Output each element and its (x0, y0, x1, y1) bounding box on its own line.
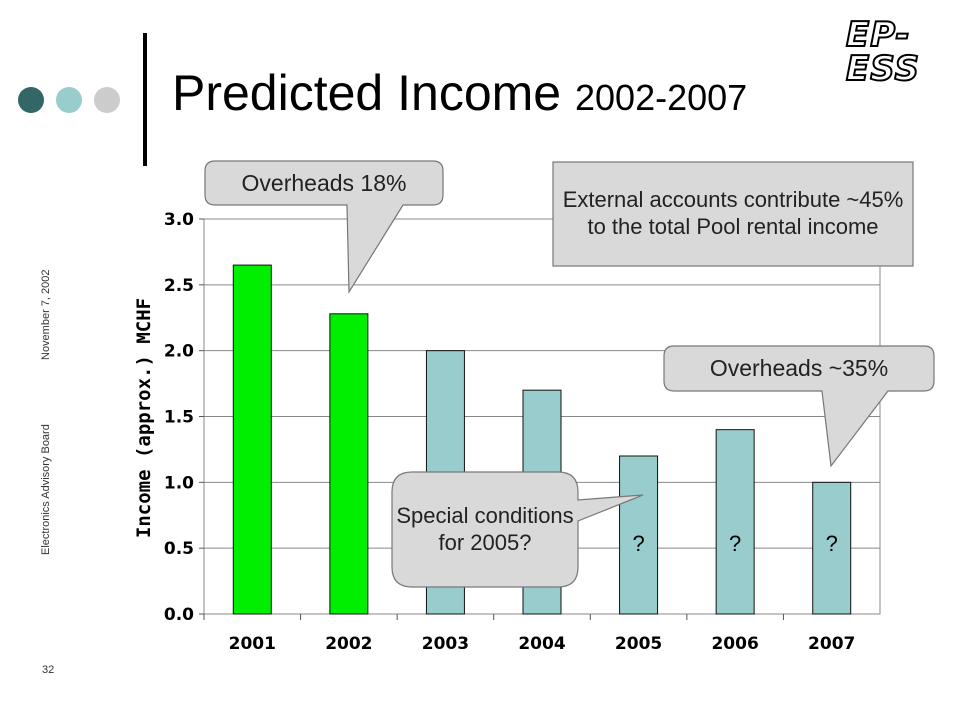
callout-overheads-2002: Overheads 18% (241, 169, 407, 196)
bar-2007 (812, 481, 852, 615)
callout-special-conditions-shape (391, 471, 644, 588)
callout-special-conditions: Special conditions for 2005? (396, 502, 574, 555)
title-main: Predicted Income (172, 65, 562, 121)
y-tick-label: 3.0 (164, 210, 194, 230)
ep-ess-logo: EP-ESS (845, 15, 920, 89)
x-tick-label: 2002 (325, 634, 372, 654)
callout-external-accounts: External accounts contribute ~45% to the… (562, 187, 904, 239)
bar-label-2005: ? (632, 531, 644, 556)
y-tick-label: 0.0 (164, 605, 194, 625)
bar-2005 (619, 455, 659, 615)
bar-2001 (232, 264, 272, 615)
page-number: 32 (42, 664, 55, 676)
y-tick-label: 0.5 (164, 539, 194, 559)
y-tick-label: 2.5 (164, 276, 194, 296)
decor-dot-dark (18, 87, 44, 113)
x-tick-label: 2001 (229, 634, 276, 654)
x-tick-label: 2007 (808, 634, 855, 654)
title-divider (143, 33, 147, 166)
callout-external-accounts-shape (552, 161, 914, 267)
x-tick-label: 2005 (615, 634, 662, 654)
x-tick-label: 2004 (518, 634, 565, 654)
title-years: 2002-2007 (575, 77, 748, 118)
callout-overheads-2007-shape (663, 345, 935, 468)
bar-2006 (715, 429, 755, 615)
bar-label-2006: ? (729, 531, 741, 556)
y-axis-label: Income (approx.) MCHF (133, 298, 155, 538)
bar-label-2007: ? (826, 531, 838, 556)
y-tick-label: 1.5 (164, 408, 194, 428)
y-tick-label: 2.0 (164, 342, 194, 362)
x-tick-label: 2003 (422, 634, 469, 654)
callout-overheads-2002-shape (204, 160, 444, 295)
callout-overheads-2007: Overheads ~35% (709, 355, 889, 382)
decor-dot-teal (56, 87, 82, 113)
y-tick-label: 1.0 (164, 473, 194, 493)
bar-2002 (329, 313, 369, 615)
x-tick-label: 2006 (711, 634, 758, 654)
slide-title: Predicted Income 2002-2007 (172, 68, 747, 118)
decor-dot-gray (94, 87, 120, 113)
